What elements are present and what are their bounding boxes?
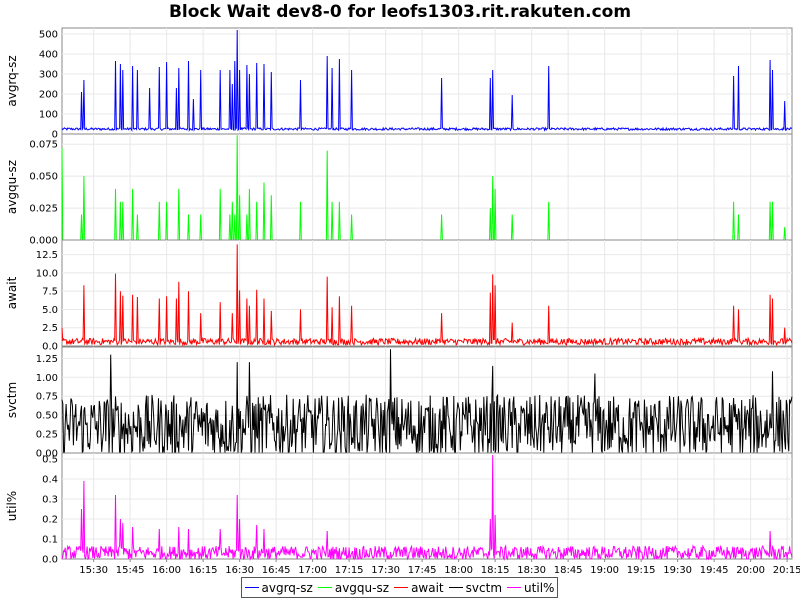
y-tick-label: 100: [39, 110, 58, 121]
legend-item-util: util%: [507, 581, 554, 595]
y-tick-label: 400: [39, 50, 58, 61]
x-tick-label: 20:15: [773, 565, 800, 576]
y-axis-label: avgrq-sz: [5, 55, 19, 106]
legend-item-avgrq-sz: avgrq-sz: [244, 580, 313, 595]
y-tick-label: 0.0: [42, 342, 58, 353]
x-tick-label: 19:15: [627, 565, 656, 576]
y-tick-label: 5.0: [42, 305, 58, 316]
series-line-util%: [61, 454, 793, 561]
y-tick-label: 0.000: [29, 236, 58, 247]
series-line-await: [61, 244, 793, 347]
legend-swatch: [448, 587, 463, 588]
y-tick-label: 0.025: [29, 204, 58, 215]
y-tick-label: 0.2: [42, 515, 58, 526]
y-tick-label: 0.0: [42, 555, 58, 566]
y-tick-label: 0.75: [36, 392, 58, 403]
y-tick-label: 10.0: [36, 268, 58, 279]
y-tick-label: 0: [52, 130, 58, 141]
y-axis-label: avgqu-sz: [5, 160, 19, 214]
y-axis-label: util%: [5, 491, 19, 521]
y-tick-label: 0.50: [36, 411, 58, 422]
x-tick-label: 16:45: [262, 565, 291, 576]
x-tick-label: 15:30: [79, 565, 108, 576]
y-tick-label: 2.5: [42, 323, 58, 334]
y-tick-label: 0.3: [42, 495, 58, 506]
x-tick-label: 18:15: [481, 565, 510, 576]
legend-swatch: [317, 587, 332, 588]
panel-svctm: 0.00 0.25 0.50 0.75 1.00 1.25 svctm: [5, 346, 793, 460]
panel-frame: [61, 133, 793, 241]
legend-label: svctm: [465, 580, 503, 595]
series-line-svctm: [61, 349, 793, 454]
y-tick-label: 0.25: [36, 430, 58, 441]
y-tick-label: 0.00: [36, 449, 58, 460]
x-tick-label: 16:15: [189, 565, 218, 576]
x-tick-label: 17:30: [371, 565, 400, 576]
x-tick-label: 18:30: [517, 565, 546, 576]
panel-frame: [61, 452, 793, 560]
legend-swatch: [394, 587, 409, 588]
series-line-avgrq-sz: [61, 29, 793, 132]
panel-frame: [61, 239, 793, 347]
y-tick-label: 1.25: [36, 354, 58, 365]
y-tick-label: 0.1: [42, 535, 58, 546]
panel-avgqu-sz: 0.000 0.025 0.050 0.075 avgqu-sz: [5, 133, 793, 247]
y-tick-label: 0.075: [29, 140, 58, 151]
x-tick-label: 18:45: [554, 565, 583, 576]
x-tick-label: 19:45: [700, 565, 729, 576]
chart-title: Block Wait dev8-0 for leofs1303.rit.raku…: [168, 2, 632, 22]
panel-frame: [61, 346, 793, 454]
y-tick-label: 500: [39, 30, 58, 41]
y-tick-label: 12.5: [36, 250, 58, 261]
y-tick-label: 7.5: [42, 287, 58, 298]
y-tick-label: 200: [39, 90, 58, 101]
panel-util%: 0.0 0.1 0.2 0.3 0.4 0.5 util%: [5, 452, 793, 566]
panel-await: 0.0 2.5 5.0 7.5 10.0 12.5 await: [5, 239, 793, 353]
x-tick-label: 17:00: [298, 565, 327, 576]
legend-label: await: [411, 580, 444, 595]
legend-label: util%: [524, 580, 555, 595]
y-tick-label: 0.4: [42, 475, 58, 486]
legend-swatch: [507, 587, 522, 588]
x-tick-label: 16:00: [152, 565, 181, 576]
x-tick-label: 18:00: [444, 565, 473, 576]
y-tick-label: 0.5: [42, 455, 58, 466]
legend-label: avgqu-sz: [334, 580, 390, 595]
legend-label: avgrq-sz: [261, 580, 313, 595]
x-tick-label: 17:15: [335, 565, 364, 576]
y-tick-label: 0.050: [29, 172, 58, 183]
x-tick-label: 19:30: [663, 565, 692, 576]
panel-avgrq-sz: 0 100 200 300 400 500 avgrq-sz: [5, 27, 793, 141]
x-tick-label: 19:00: [590, 565, 619, 576]
y-axis-label: await: [5, 276, 19, 309]
x-tick-label: 20:00: [736, 565, 765, 576]
legend-swatch: [244, 587, 259, 588]
x-tick-label: 17:45: [408, 565, 437, 576]
x-tick-label: 16:30: [225, 565, 254, 576]
y-tick-label: 300: [39, 70, 58, 81]
y-axis-label: svctm: [5, 382, 19, 418]
legend-item-await: await: [394, 581, 444, 595]
x-tick-label: 15:45: [116, 565, 145, 576]
panel-frame: [61, 27, 793, 135]
y-tick-label: 1.00: [36, 373, 58, 384]
legend-item-avgqu-sz: avgqu-sz: [317, 580, 390, 595]
legend: avgrq-sz avgqu-sz await svctm util%: [241, 577, 558, 598]
legend-item-svctm: svctm: [448, 580, 503, 595]
